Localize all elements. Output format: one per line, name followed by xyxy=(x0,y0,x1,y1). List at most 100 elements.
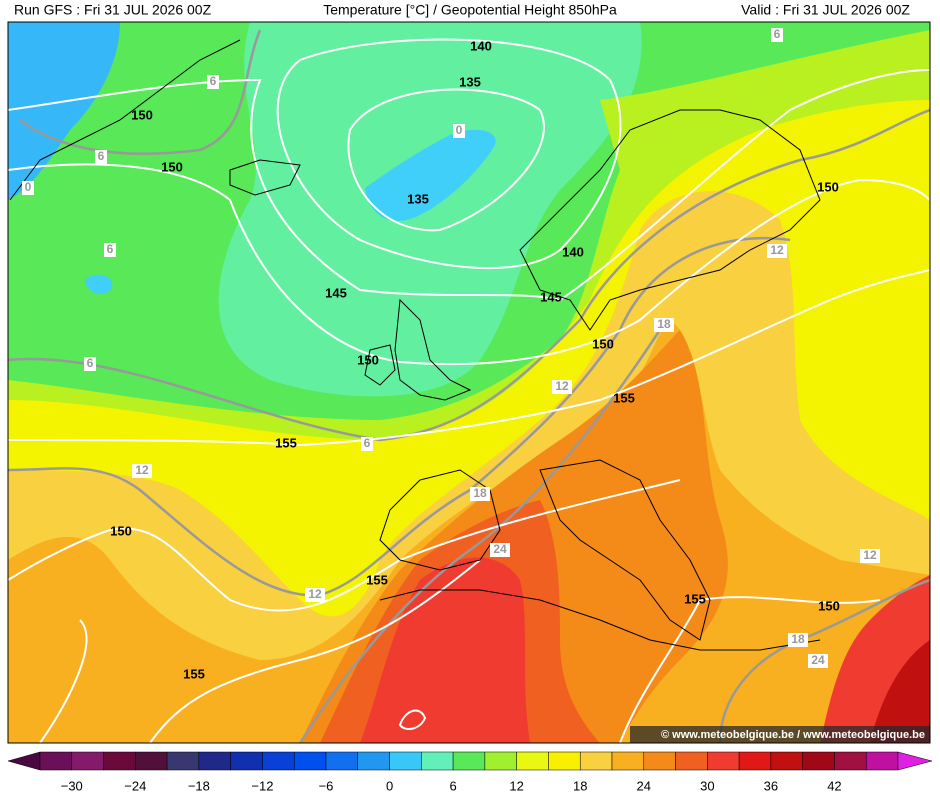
colorbar-segment xyxy=(707,751,740,771)
colorbar-segment xyxy=(516,751,549,771)
temperature-label-bg xyxy=(95,150,107,164)
height-label: 155 xyxy=(613,390,635,405)
colorbar-label: 30 xyxy=(700,778,714,793)
colorbar-segment xyxy=(389,751,422,771)
temperature-label: 6 xyxy=(98,149,105,163)
temperature-label: 18 xyxy=(657,317,671,331)
temperature-label-bg xyxy=(453,124,465,138)
temperature-label: 6 xyxy=(107,242,114,256)
temperature-label: 24 xyxy=(811,653,825,667)
colorbar-label: 0 xyxy=(386,778,393,793)
temperature-label-bg xyxy=(771,28,783,42)
temperature-label-bg xyxy=(470,487,490,501)
credit: © www.meteobelgique.be / www.meteobelgiq… xyxy=(661,729,925,741)
colorbar-label: −6 xyxy=(319,778,334,793)
temperature-label: 6 xyxy=(774,27,781,41)
temperature-label: 18 xyxy=(791,632,805,646)
colorbar-label: 6 xyxy=(449,778,456,793)
colorbar-segment xyxy=(484,751,517,771)
colorbar-segment xyxy=(834,751,867,771)
colorbar-segment xyxy=(802,751,835,771)
colorbar-segment xyxy=(262,751,295,771)
temperature-label-bg xyxy=(654,318,674,332)
colorbar-label: −18 xyxy=(188,778,210,793)
temperature-label: 0 xyxy=(25,180,32,194)
height-label: 150 xyxy=(161,159,183,174)
field xyxy=(8,22,120,200)
height-label: 140 xyxy=(562,244,584,259)
isotherms xyxy=(8,29,930,743)
height-label: 155 xyxy=(684,591,706,606)
temperature-label: 24 xyxy=(493,542,507,556)
field xyxy=(360,557,530,743)
colorbar-segment xyxy=(611,751,645,771)
field xyxy=(365,129,496,221)
colorbar-label: −30 xyxy=(61,778,83,793)
temperature-label: 6 xyxy=(87,356,94,370)
colorbar-label: 36 xyxy=(764,778,778,793)
temperature-label: 6 xyxy=(210,74,217,88)
colorbar-segment xyxy=(579,751,613,771)
temperature-label: 6 xyxy=(364,436,371,450)
temperature-label: 12 xyxy=(555,379,569,393)
map-border xyxy=(7,21,931,744)
run-label: Run GFS : Fri 31 JUL 2026 00Z xyxy=(14,2,212,18)
height-label: 135 xyxy=(407,191,429,206)
colorbar-segment xyxy=(293,751,327,771)
temperature-label-bg xyxy=(552,380,572,394)
colorbar-segment xyxy=(548,751,581,771)
temperature-label: 18 xyxy=(473,486,487,500)
height-contours xyxy=(8,38,930,743)
colorbar-segment xyxy=(71,751,104,771)
temperature-label-bg xyxy=(788,633,808,647)
temperature-label: 12 xyxy=(863,548,877,562)
height-label: 150 xyxy=(817,179,839,194)
colorbar-segment xyxy=(230,751,263,771)
map-area: 140 135 150 150 135 140 150 145 145 150 150 155 155 1… xyxy=(8,22,930,743)
valid-label: Valid : Fri 31 JUL 2026 00Z xyxy=(741,2,910,18)
height-label: 150 xyxy=(357,352,379,367)
field xyxy=(85,274,113,295)
colorbar-segment xyxy=(166,751,200,771)
colorbar-segment xyxy=(770,751,803,771)
credit-box xyxy=(630,726,930,743)
height-label: 145 xyxy=(540,289,562,304)
colorbar-end xyxy=(7,751,41,771)
temperature-label-bg xyxy=(84,357,96,371)
colorbar-label: 24 xyxy=(637,778,651,793)
temperature-label: 12 xyxy=(135,463,149,477)
temperature-label-bg xyxy=(808,654,828,668)
colorbar-segment xyxy=(643,751,676,771)
temperature-label: 0 xyxy=(456,123,463,137)
height-label: 155 xyxy=(366,572,388,587)
colorbar-label: 18 xyxy=(573,778,587,793)
colorbar-label: 42 xyxy=(827,778,841,793)
colorbar-segment xyxy=(738,751,772,771)
colorbar-end xyxy=(897,751,933,771)
temperature-label-bg xyxy=(104,243,116,257)
colorbar-segment xyxy=(39,751,73,771)
colorbar-segment xyxy=(103,751,136,771)
colorbar-segment xyxy=(198,751,231,771)
colorbar-segment xyxy=(452,751,486,771)
height-label: 155 xyxy=(275,435,297,450)
temperature-label-bg xyxy=(132,464,152,478)
colorbar-segment xyxy=(135,751,168,771)
colorbar-segment xyxy=(325,751,359,771)
temperature-label-bg xyxy=(207,75,219,89)
colorbar-label: −24 xyxy=(124,778,146,793)
height-label: 140 xyxy=(470,38,492,53)
colorbar-label: −12 xyxy=(251,778,273,793)
temperature-label-bg xyxy=(767,244,787,258)
temperature-label: 12 xyxy=(770,243,784,257)
height-label: 150 xyxy=(110,523,132,538)
temperature-label-bg xyxy=(22,181,34,195)
height-label: 150 xyxy=(592,336,614,351)
colorbar-segment xyxy=(421,751,454,771)
temperature-label-bg xyxy=(361,437,373,451)
field xyxy=(870,640,930,743)
map-title: Temperature [°C] / Geopotential Height 8… xyxy=(323,2,617,18)
colorbar-segment xyxy=(675,751,708,771)
